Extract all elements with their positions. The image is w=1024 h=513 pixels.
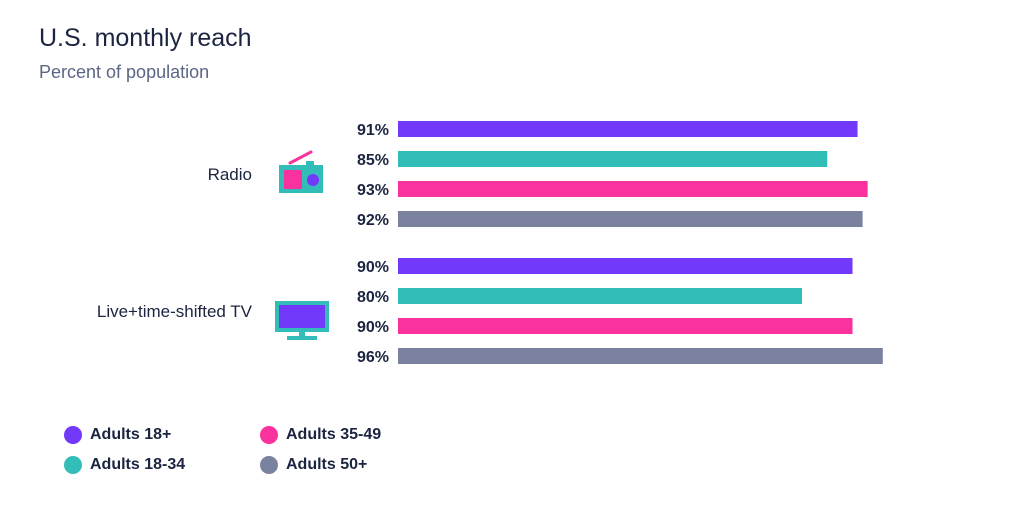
category-label: Live+time-shifted TV [97, 302, 253, 321]
legend-label: Adults 18-34 [90, 456, 186, 473]
data-label: 93% [357, 182, 389, 199]
legend-swatch [64, 426, 82, 444]
chart-title: U.S. monthly reach [39, 24, 252, 52]
data-label: 80% [357, 289, 389, 306]
legend-label: Adults 18+ [90, 426, 172, 443]
legend-label: Adults 35-49 [286, 426, 382, 443]
category-label: Radio [208, 165, 252, 184]
bar [398, 121, 858, 137]
bar [398, 318, 853, 334]
bar [398, 181, 868, 197]
data-label: 90% [357, 259, 389, 276]
legend-label: Adults 50+ [286, 456, 368, 473]
legend: Adults 18+ Adults 18-34 Adults 35-49 Adults… [64, 426, 504, 486]
data-label: 91% [357, 122, 389, 139]
data-label: 92% [357, 212, 389, 229]
bar [398, 258, 853, 274]
bar [398, 348, 883, 364]
chart-subtitle: Percent of population [39, 62, 210, 82]
legend-item: Adults 35-49 [260, 426, 381, 444]
tv-icon [275, 301, 329, 340]
radio-icon [279, 150, 323, 193]
bar [398, 288, 802, 304]
legend-item: Adults 18+ [64, 426, 171, 444]
bar [398, 151, 828, 167]
legend-item: Adults 18-34 [64, 456, 185, 474]
bar [398, 211, 863, 227]
data-label: 90% [357, 319, 389, 336]
legend-swatch [260, 426, 278, 444]
legend-swatch [64, 456, 82, 474]
bar-chart: Radio 91% 85% 93% 92% Live+time-shifted TV 90%… [97, 121, 883, 366]
legend-swatch [260, 456, 278, 474]
data-label: 96% [357, 349, 389, 366]
legend-item: Adults 50+ [260, 456, 367, 474]
data-label: 85% [357, 152, 389, 169]
